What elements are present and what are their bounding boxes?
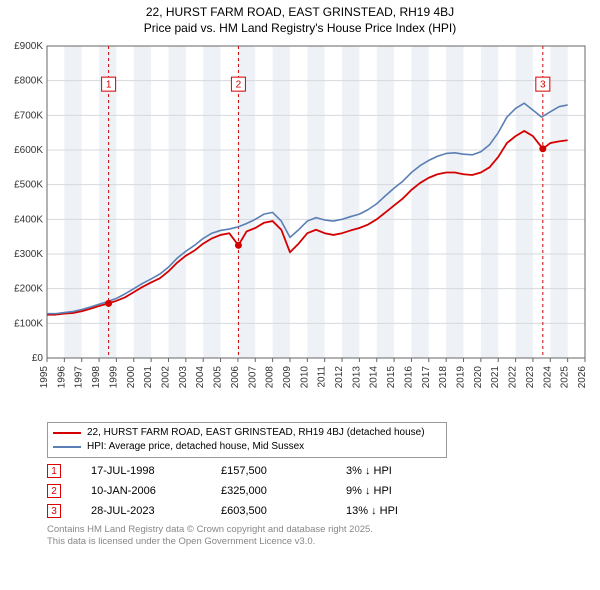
svg-text:2014: 2014 (369, 366, 380, 389)
svg-text:1: 1 (106, 80, 112, 91)
svg-text:£500K: £500K (14, 180, 43, 191)
svg-text:£200K: £200K (14, 284, 43, 295)
svg-text:£300K: £300K (14, 249, 43, 260)
sale-event-row: 1 17-JUL-1998 £157,500 3% ↓ HPI (47, 464, 595, 478)
svg-text:3: 3 (540, 80, 546, 91)
legend-swatch (53, 432, 81, 434)
svg-text:1996: 1996 (56, 366, 67, 389)
svg-text:2021: 2021 (490, 366, 501, 389)
svg-text:£700K: £700K (14, 111, 43, 122)
chart-container: { "title_line1": "22, HURST FARM ROAD, E… (0, 0, 600, 590)
svg-text:2026: 2026 (577, 366, 588, 389)
svg-text:2023: 2023 (525, 366, 536, 389)
svg-text:2008: 2008 (265, 366, 276, 389)
svg-text:£800K: £800K (14, 76, 43, 87)
svg-text:2000: 2000 (126, 366, 137, 389)
svg-text:£100K: £100K (14, 319, 43, 330)
svg-text:2007: 2007 (247, 366, 258, 389)
sale-event-row: 2 10-JAN-2006 £325,000 9% ↓ HPI (47, 484, 595, 498)
event-vs-hpi: 3% ↓ HPI (346, 465, 456, 477)
svg-text:2015: 2015 (386, 366, 397, 389)
event-price: £325,000 (221, 485, 316, 497)
svg-text:2010: 2010 (299, 366, 310, 389)
svg-text:2006: 2006 (230, 366, 241, 389)
event-vs-hpi: 13% ↓ HPI (346, 505, 456, 517)
svg-text:1998: 1998 (91, 366, 102, 389)
svg-text:2013: 2013 (351, 366, 362, 389)
svg-text:2019: 2019 (456, 366, 467, 389)
svg-text:2024: 2024 (542, 366, 553, 389)
svg-text:2: 2 (236, 80, 242, 91)
event-marker: 2 (47, 484, 61, 498)
svg-text:£900K: £900K (14, 41, 43, 52)
event-marker: 3 (47, 504, 61, 518)
svg-text:1997: 1997 (74, 366, 85, 389)
svg-text:2022: 2022 (508, 366, 519, 389)
svg-text:2018: 2018 (438, 366, 449, 389)
event-price: £157,500 (221, 465, 316, 477)
svg-text:2012: 2012 (334, 366, 345, 389)
legend-label: 22, HURST FARM ROAD, EAST GRINSTEAD, RH1… (87, 426, 425, 440)
svg-text:£600K: £600K (14, 145, 43, 156)
legend-swatch (53, 446, 81, 448)
title-line-2: Price paid vs. HM Land Registry's House … (144, 21, 456, 35)
svg-text:2020: 2020 (473, 366, 484, 389)
attribution-line-1: Contains HM Land Registry data © Crown c… (47, 524, 373, 535)
legend-item: HPI: Average price, detached house, Mid … (53, 440, 441, 454)
legend-item: 22, HURST FARM ROAD, EAST GRINSTEAD, RH1… (53, 426, 441, 440)
svg-text:1995: 1995 (39, 366, 50, 389)
event-marker: 1 (47, 464, 61, 478)
svg-text:£0: £0 (32, 353, 44, 364)
event-date: 28-JUL-2023 (91, 505, 191, 517)
attribution-line-2: This data is licensed under the Open Gov… (47, 536, 315, 547)
legend: 22, HURST FARM ROAD, EAST GRINSTEAD, RH1… (47, 422, 447, 458)
svg-text:2009: 2009 (282, 366, 293, 389)
sale-events-table: 1 17-JUL-1998 £157,500 3% ↓ HPI 2 10-JAN-2006… (47, 464, 595, 518)
svg-text:£400K: £400K (14, 215, 43, 226)
event-date: 10-JAN-2006 (91, 485, 191, 497)
svg-text:2017: 2017 (421, 366, 432, 389)
attribution: Contains HM Land Registry data © Crown c… (47, 524, 595, 548)
svg-text:1999: 1999 (108, 366, 119, 389)
event-vs-hpi: 9% ↓ HPI (346, 485, 456, 497)
svg-text:2025: 2025 (560, 366, 571, 389)
svg-text:2016: 2016 (403, 366, 414, 389)
event-price: £603,500 (221, 505, 316, 517)
sale-event-row: 3 28-JUL-2023 £603,500 13% ↓ HPI (47, 504, 595, 518)
svg-text:2001: 2001 (143, 366, 154, 389)
chart-plot: £0 £100K £200K £300K £400K £500K £600K £700K £80… (5, 38, 595, 418)
svg-text:2002: 2002 (160, 366, 171, 389)
title-line-1: 22, HURST FARM ROAD, EAST GRINSTEAD, RH1… (146, 5, 454, 19)
chart-svg: £0 £100K £200K £300K £400K £500K £600K £700K £80… (5, 38, 595, 418)
svg-text:2005: 2005 (213, 366, 224, 389)
legend-label: HPI: Average price, detached house, Mid … (87, 440, 304, 454)
svg-text:2004: 2004 (195, 366, 206, 389)
chart-title: 22, HURST FARM ROAD, EAST GRINSTEAD, RH1… (5, 5, 595, 36)
svg-text:2003: 2003 (178, 366, 189, 389)
event-date: 17-JUL-1998 (91, 465, 191, 477)
svg-text:2011: 2011 (317, 366, 328, 388)
